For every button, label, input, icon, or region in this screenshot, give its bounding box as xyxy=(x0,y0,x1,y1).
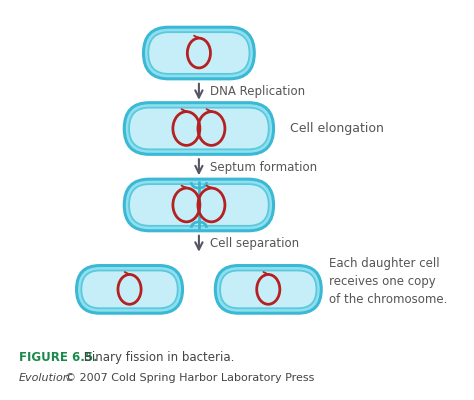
FancyBboxPatch shape xyxy=(129,108,269,149)
FancyBboxPatch shape xyxy=(220,270,317,308)
Text: FIGURE 6.5.: FIGURE 6.5. xyxy=(19,351,98,364)
FancyBboxPatch shape xyxy=(124,179,273,231)
FancyBboxPatch shape xyxy=(129,184,269,226)
FancyBboxPatch shape xyxy=(76,266,182,313)
Text: Cell elongation: Cell elongation xyxy=(291,122,384,135)
Text: Binary fission in bacteria.: Binary fission in bacteria. xyxy=(81,351,235,364)
Text: Evolution: Evolution xyxy=(19,373,71,383)
FancyBboxPatch shape xyxy=(144,27,255,79)
Text: Septum formation: Septum formation xyxy=(210,161,318,174)
Text: © 2007 Cold Spring Harbor Laboratory Press: © 2007 Cold Spring Harbor Laboratory Pre… xyxy=(65,373,314,383)
Text: Cell separation: Cell separation xyxy=(210,237,300,250)
FancyBboxPatch shape xyxy=(82,270,178,308)
Text: DNA Replication: DNA Replication xyxy=(210,85,306,98)
FancyBboxPatch shape xyxy=(124,103,273,154)
FancyBboxPatch shape xyxy=(148,32,249,74)
FancyBboxPatch shape xyxy=(215,266,321,313)
Text: Each daughter cell
receives one copy
of the chromosome.: Each daughter cell receives one copy of … xyxy=(329,257,447,306)
